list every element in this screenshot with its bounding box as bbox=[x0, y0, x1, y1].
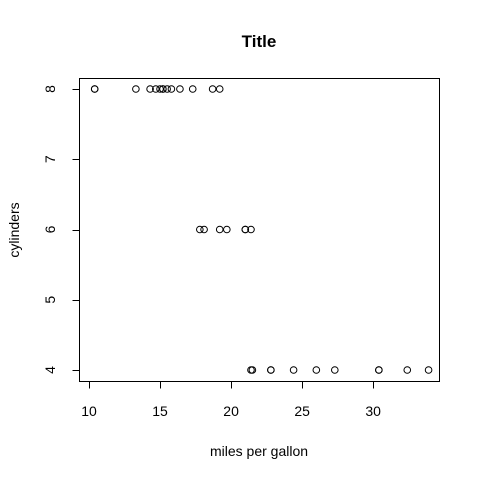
x-tick-label: 25 bbox=[294, 403, 310, 419]
data-point bbox=[132, 85, 140, 93]
data-points bbox=[90, 85, 433, 374]
data-point bbox=[208, 85, 217, 93]
data-point bbox=[163, 85, 171, 93]
data-point bbox=[267, 366, 275, 374]
data-point bbox=[331, 366, 339, 374]
data-point bbox=[159, 85, 167, 93]
data-point bbox=[167, 85, 176, 93]
y-tick-label: 6 bbox=[42, 225, 58, 233]
data-point bbox=[196, 225, 204, 234]
data-point bbox=[424, 366, 433, 374]
data-point bbox=[247, 225, 255, 234]
data-point bbox=[156, 85, 164, 93]
data-point bbox=[200, 225, 208, 234]
y-axis-label: cylinders bbox=[6, 202, 22, 257]
data-point bbox=[375, 366, 383, 374]
data-point bbox=[215, 85, 224, 93]
data-point bbox=[241, 225, 250, 234]
data-point bbox=[215, 225, 224, 234]
data-point bbox=[146, 85, 154, 93]
data-point bbox=[176, 85, 184, 93]
x-tick-label: 30 bbox=[365, 403, 381, 419]
x-tick-label: 10 bbox=[81, 403, 97, 419]
x-tick-label: 20 bbox=[223, 403, 239, 419]
x-axis: 10 15 20 25 30 bbox=[81, 381, 381, 419]
data-point bbox=[312, 366, 321, 374]
data-point bbox=[223, 225, 231, 234]
x-tick-label: 15 bbox=[152, 403, 168, 419]
y-axis: 4 5 6 7 8 bbox=[42, 85, 80, 374]
y-tick-label: 7 bbox=[42, 155, 58, 163]
x-axis-label: miles per gallon bbox=[210, 443, 308, 459]
plot-frame bbox=[79, 78, 440, 382]
data-point bbox=[403, 366, 412, 374]
data-point bbox=[289, 366, 298, 374]
data-point bbox=[188, 85, 197, 93]
data-point bbox=[90, 85, 99, 93]
y-tick-label: 8 bbox=[42, 85, 58, 93]
y-tick-label: 5 bbox=[42, 296, 58, 304]
chart-title: Title bbox=[242, 32, 277, 51]
data-point bbox=[247, 366, 255, 374]
y-tick-label: 4 bbox=[42, 366, 58, 374]
data-point bbox=[151, 85, 160, 93]
